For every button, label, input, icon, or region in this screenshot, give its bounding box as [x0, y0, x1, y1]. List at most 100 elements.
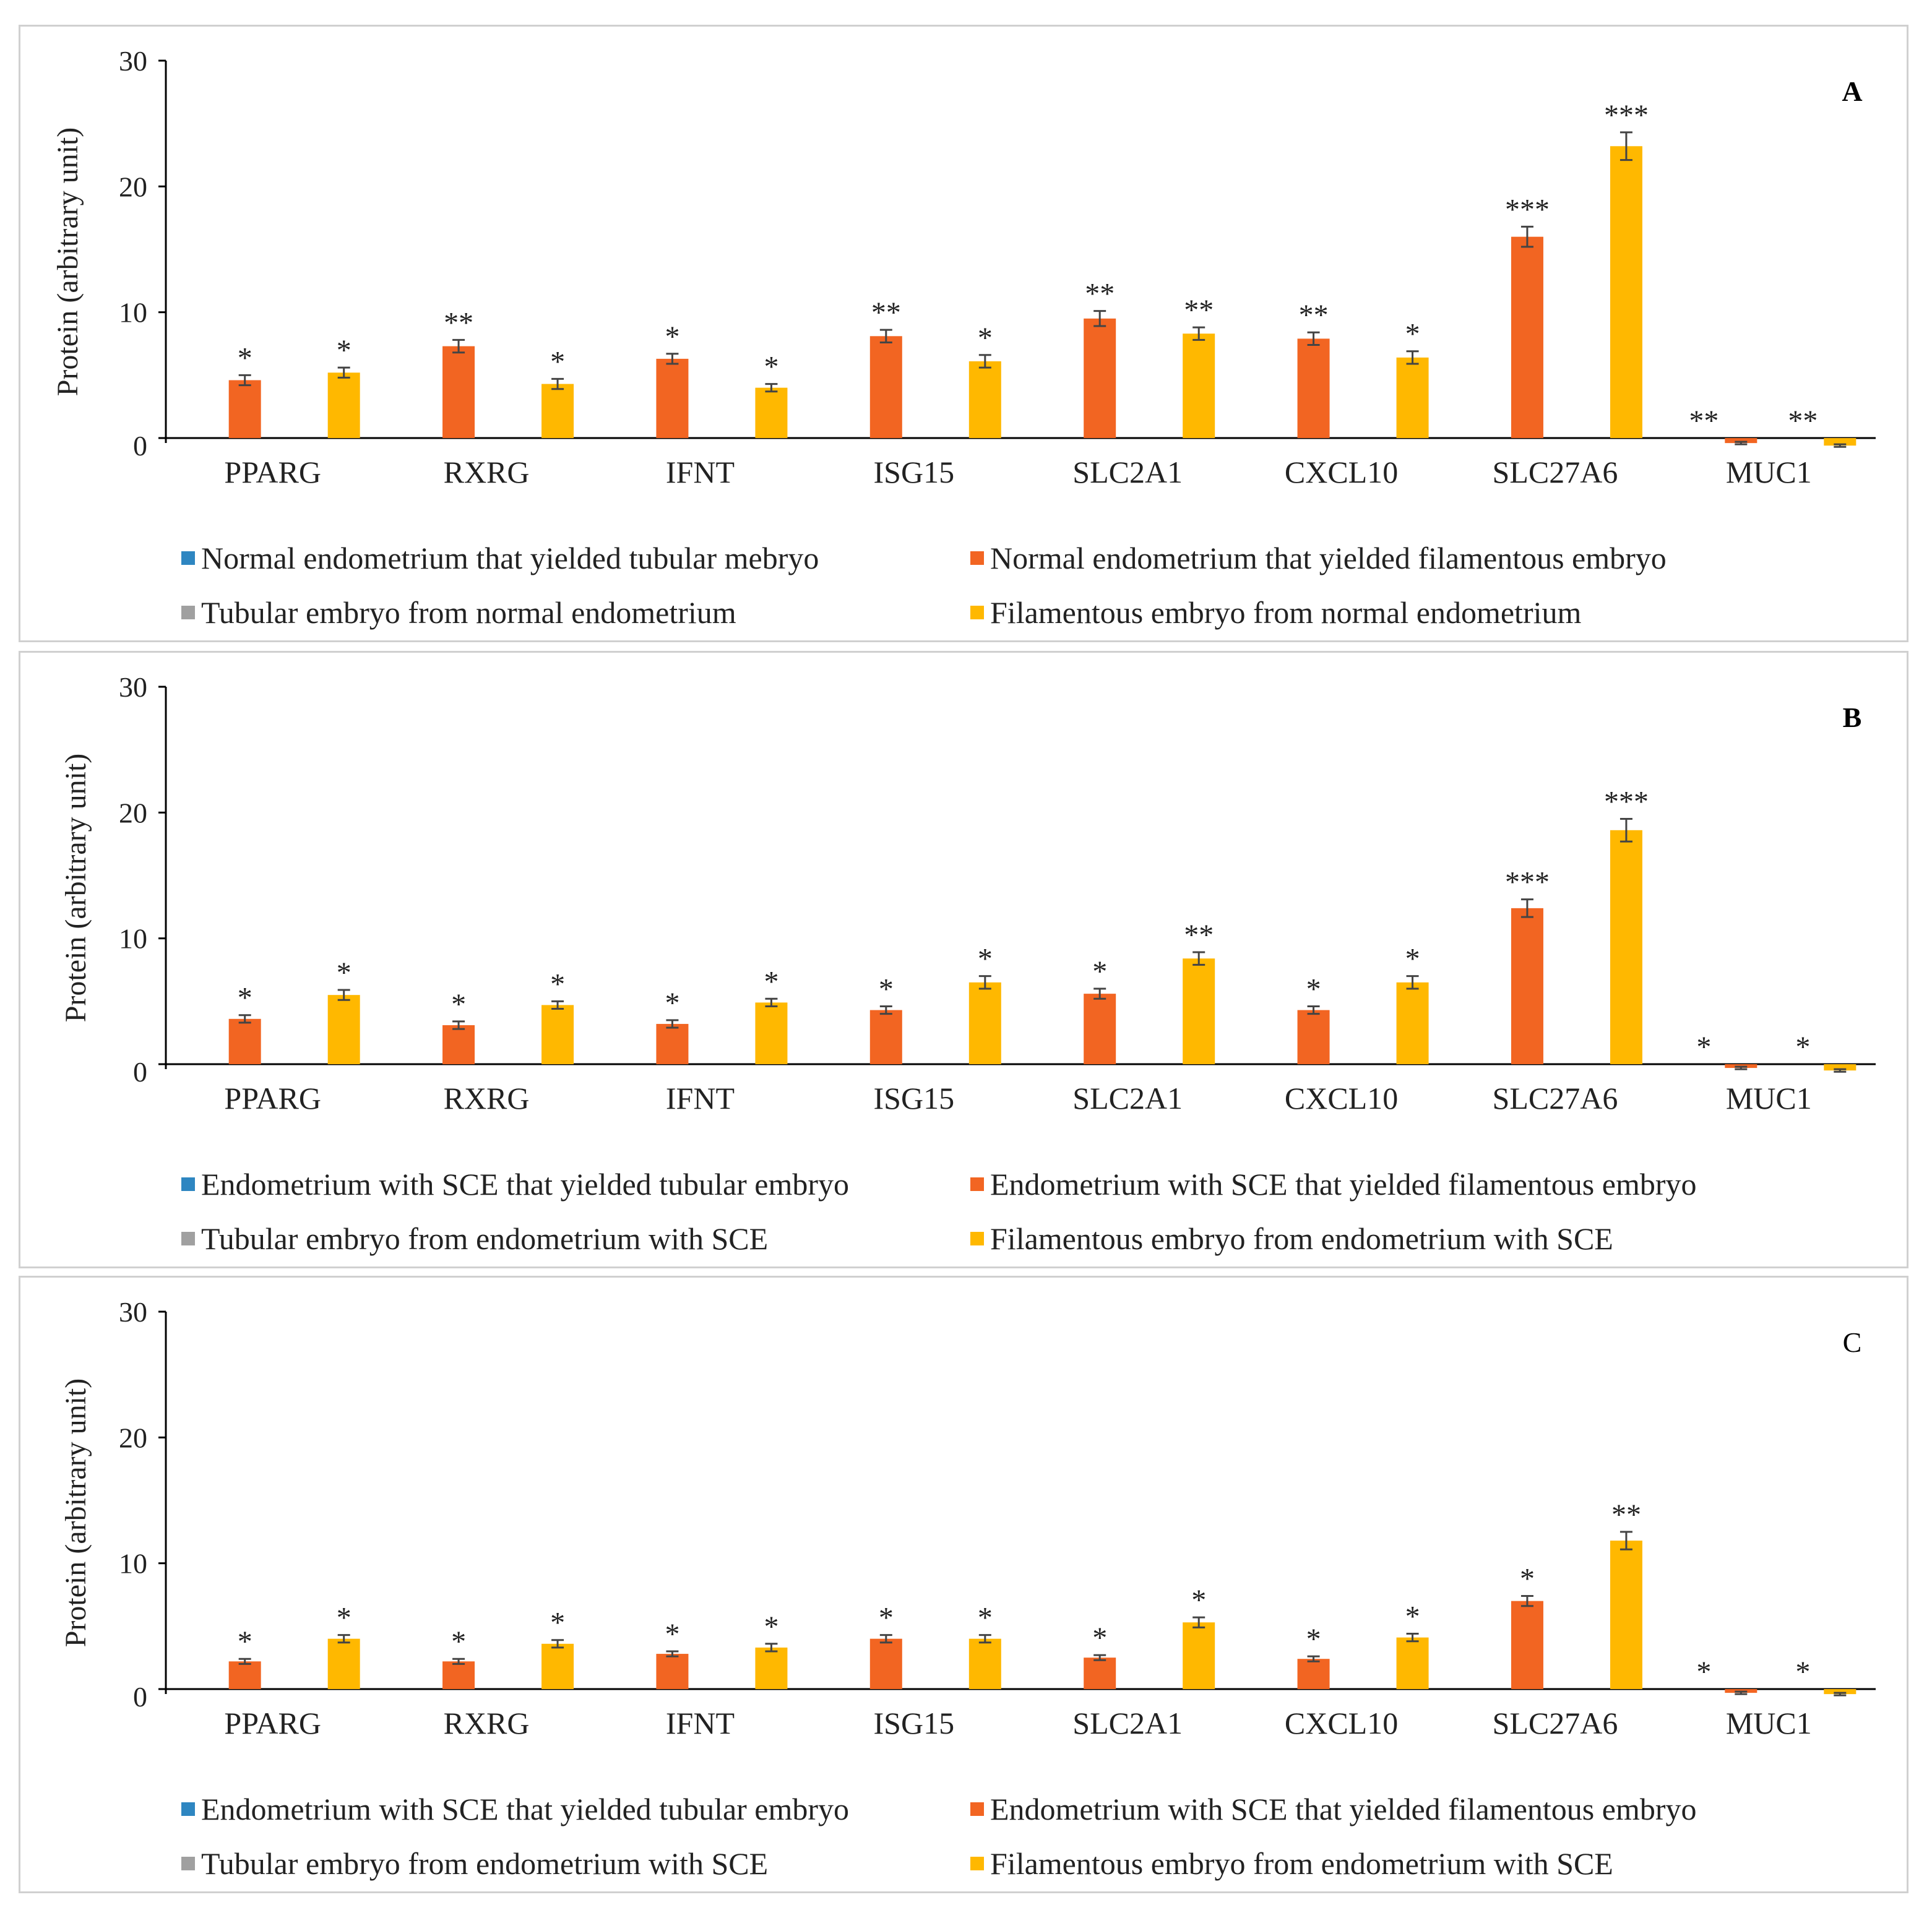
- category-label: RXRG: [444, 455, 530, 489]
- legend-label: Normal endometrium that yielded filament…: [990, 541, 1667, 575]
- significance-label: *: [764, 351, 778, 384]
- legend-swatch: [970, 1232, 984, 1245]
- category-label: SLC2A1: [1072, 1081, 1183, 1116]
- y-tick-label: 0: [133, 1681, 147, 1713]
- legend-swatch: [970, 1857, 984, 1870]
- legend-item: Endometrium with SCE that yielded filame…: [970, 1166, 1696, 1202]
- legend-swatch: [970, 606, 984, 619]
- y-tick-label: 0: [133, 430, 147, 462]
- y-tick-label: 20: [119, 797, 147, 828]
- significance-label: *: [665, 1618, 679, 1651]
- legend-label: Normal endometrium that yielded tubular …: [201, 541, 819, 575]
- y-tick-label: 30: [119, 671, 147, 703]
- bar: [1610, 1541, 1642, 1689]
- bar: [1511, 236, 1543, 438]
- bar: [541, 384, 574, 438]
- legend-label: Endometrium with SCE that yielded tubula…: [201, 1167, 850, 1202]
- category-label: PPARG: [224, 1706, 321, 1740]
- legend-swatch: [181, 606, 195, 619]
- bar: [1610, 146, 1642, 438]
- significance-label: *: [238, 982, 252, 1015]
- bar: [327, 995, 360, 1064]
- significance-label: *: [1306, 1623, 1321, 1656]
- significance-label: **: [1611, 1499, 1641, 1531]
- bar: [755, 1647, 788, 1689]
- bar: [228, 1018, 261, 1064]
- significance-label: *: [337, 334, 351, 367]
- significance-label: *: [1520, 1563, 1535, 1596]
- bar: [1297, 338, 1330, 438]
- category-label: MUC1: [1726, 1706, 1812, 1740]
- significance-label: **: [1299, 299, 1329, 332]
- bar: [1824, 1064, 1857, 1071]
- bar: [968, 982, 1001, 1064]
- y-tick-label: 30: [119, 45, 147, 77]
- bar: [1511, 908, 1543, 1064]
- legend-label: Filamentous embryo from normal endometri…: [990, 595, 1582, 630]
- significance-label: *: [451, 1625, 466, 1658]
- y-tick-label: 0: [133, 1056, 147, 1088]
- bar: [869, 336, 902, 438]
- category-label: IFNT: [666, 1081, 735, 1116]
- category-label: RXRG: [444, 1706, 530, 1740]
- legend-item: Tubular embryo from endometrium with SCE: [181, 1221, 768, 1257]
- significance-label: *: [879, 973, 894, 1005]
- legend-label: Tubular embryo from endometrium with SCE: [201, 1846, 769, 1881]
- significance-label: ***: [1505, 193, 1550, 226]
- legend-swatch: [970, 1802, 984, 1816]
- significance-label: *: [1405, 1601, 1420, 1633]
- bar: [327, 1638, 360, 1689]
- category-label: CXCL10: [1285, 1081, 1398, 1116]
- significance-label: *: [978, 943, 993, 976]
- legend-label: Tubular embryo from normal endometrium: [201, 595, 736, 630]
- bar: [869, 1010, 902, 1064]
- legend-c: Endometrium with SCE that yielded tubula…: [20, 1779, 1907, 1890]
- legend-item: Tubular embryo from endometrium with SCE: [181, 1846, 768, 1881]
- y-tick-label: 10: [119, 923, 147, 955]
- bar: [442, 1661, 475, 1689]
- bar: [327, 372, 360, 438]
- bar: [1824, 438, 1857, 446]
- chart-panel-c: 0 10 20 30 Protein (arbitrary unit) C * * PPARG *…: [19, 1276, 1908, 1893]
- significance-label: ***: [1505, 866, 1550, 899]
- category-label: PPARG: [224, 455, 321, 489]
- legend-item: Normal endometrium that yielded tubular …: [181, 540, 819, 576]
- bar: [1396, 982, 1429, 1064]
- y-tick-label: 10: [119, 297, 147, 329]
- y-axis-title: Protein (arbitrary unit): [51, 127, 84, 397]
- legend-label: Endometrium with SCE that yielded filame…: [990, 1167, 1697, 1202]
- category-label: SLC27A6: [1493, 1706, 1618, 1740]
- category-label: MUC1: [1726, 1081, 1812, 1116]
- y-axis-title: Protein (arbitrary unit): [59, 1378, 92, 1648]
- bar: [1183, 333, 1215, 438]
- legend-item: Tubular embryo from normal endometrium: [181, 595, 736, 630]
- bar: [1610, 830, 1642, 1064]
- category-label: SLC2A1: [1072, 455, 1183, 489]
- legend-item: Filamentous embryo from normal endometri…: [970, 595, 1581, 630]
- bar: [656, 1023, 689, 1064]
- legend-b: Endometrium with SCE that yielded tubula…: [20, 1154, 1907, 1265]
- chart-panel-b: 0 10 20 30 Protein (arbitrary unit) B * * PPARG *…: [19, 651, 1908, 1268]
- bar: [1824, 1689, 1857, 1695]
- bar: [1084, 1658, 1116, 1689]
- bar: [541, 1005, 574, 1064]
- category-label: PPARG: [224, 1081, 321, 1116]
- legend-label: Filamentous embryo from endometrium with…: [990, 1221, 1613, 1256]
- bar: [1396, 1637, 1429, 1689]
- legend-item: Endometrium with SCE that yielded tubula…: [181, 1166, 849, 1202]
- panel-letter: C: [1843, 1327, 1862, 1358]
- significance-label: *: [665, 987, 679, 1020]
- significance-label: *: [238, 342, 252, 374]
- bar: [656, 358, 689, 438]
- significance-label: **: [1184, 294, 1214, 327]
- significance-label: ***: [1604, 786, 1649, 819]
- significance-label: *: [1405, 943, 1420, 976]
- category-label: ISG15: [874, 455, 955, 489]
- category-label: ISG15: [874, 1706, 955, 1740]
- significance-label: *: [451, 988, 466, 1021]
- legend-label: Tubular embryo from endometrium with SCE: [201, 1221, 769, 1256]
- y-tick-label: 30: [119, 1296, 147, 1328]
- legend-swatch: [970, 1177, 984, 1191]
